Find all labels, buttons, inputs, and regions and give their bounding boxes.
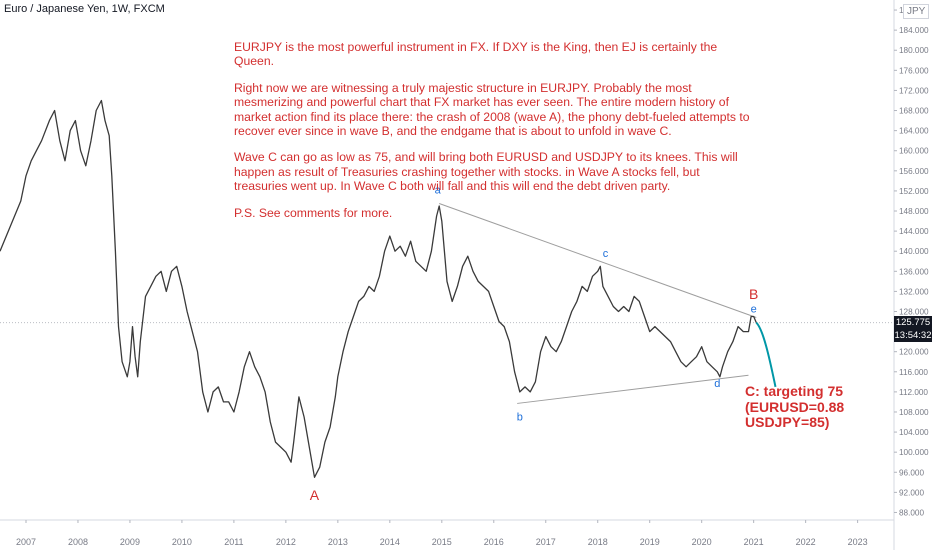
wave-label-a: a — [435, 184, 442, 196]
y-tick-label: 88.000 — [899, 508, 924, 517]
last-price-tag: 125.775 — [894, 315, 932, 329]
y-tick-label: 164.000 — [899, 127, 929, 136]
x-tick-label: 2010 — [172, 537, 192, 547]
wave-label-b: b — [517, 412, 523, 424]
y-tick-label: 104.000 — [899, 428, 929, 437]
annotation-paragraph: Right now we are witnessing a truly maje… — [234, 80, 750, 139]
x-tick-label: 2022 — [796, 537, 816, 547]
x-tick-label: 2016 — [484, 537, 504, 547]
target-line: C: targeting 75 — [745, 383, 844, 399]
x-tick-label: 2018 — [588, 537, 608, 547]
y-tick-label: 172.000 — [899, 86, 929, 95]
wave-label-A: A — [310, 487, 320, 503]
y-tick-label: 140.000 — [899, 247, 929, 256]
annotation-paragraph: EURJPY is the most powerful instrument i… — [234, 40, 718, 69]
trendlines — [439, 203, 757, 404]
y-tick-label: 112.000 — [899, 388, 928, 397]
y-tick-label: 96.000 — [899, 468, 924, 477]
wave-labels: A Ba b c d e — [310, 184, 759, 502]
y-tick-label: 176.000 — [899, 66, 929, 75]
y-tick-label: 152.000 — [899, 187, 929, 196]
y-tick-label: 156.000 — [899, 167, 929, 176]
x-tick-label: 2023 — [848, 537, 868, 547]
target-line: (EURUSD=0.88 — [745, 398, 845, 415]
x-tick-label: 2014 — [380, 537, 400, 547]
annotation-paragraph: Wave C can go as low as 75, and will bri… — [234, 150, 738, 194]
y-tick-label: 148.000 — [899, 207, 929, 216]
x-tick-label: 2015 — [432, 537, 452, 547]
wave-label-c: c — [603, 248, 609, 260]
wave-c-target-note: C: targeting 75 (EURUSD=0.88 USDJPY=85) — [745, 383, 845, 431]
y-tick-label: 100.000 — [899, 448, 929, 457]
x-tick-label: 2020 — [692, 537, 712, 547]
y-tick-label: 136.000 — [899, 267, 929, 276]
symbol-legend[interactable]: Euro / Japanese Yen, 1W, FXCM — [4, 3, 165, 15]
x-tick-label: 2017 — [536, 537, 556, 547]
annotation-paragraph: P.S. See comments for more. — [234, 205, 393, 220]
x-tick-label: 2012 — [276, 537, 296, 547]
wave-label-e: e — [751, 304, 757, 316]
y-tick-label: 160.000 — [899, 147, 929, 156]
analysis-text-block: EURJPY is the most powerful instrument i… — [234, 40, 754, 232]
x-tick-label: 2011 — [224, 537, 243, 547]
x-tick-label: 2019 — [640, 537, 660, 547]
y-tick-label: 116.000 — [899, 368, 928, 377]
x-tick-label: 2013 — [328, 537, 348, 547]
y-tick-label: 128.000 — [899, 307, 929, 316]
trendline — [439, 203, 757, 318]
wave-label-B: B — [749, 286, 758, 302]
trendline — [517, 374, 749, 404]
wave-label-d: d — [714, 378, 720, 390]
price-line — [0, 99, 757, 478]
wave-c-projection — [755, 321, 777, 388]
y-tick-label: 132.000 — [899, 287, 929, 296]
y-tick-label: 180.000 — [899, 46, 929, 55]
x-tick-label: 2021 — [744, 537, 764, 547]
y-tick-label: 168.000 — [899, 107, 929, 116]
y-tick-label: 120.000 — [899, 348, 929, 357]
price-series — [0, 99, 777, 478]
x-tick-label: 2009 — [120, 537, 140, 547]
bar-countdown-tag: 13:54:32 — [894, 328, 932, 342]
x-tick-label: 2007 — [16, 537, 36, 547]
y-tick-label: 108.000 — [899, 408, 929, 417]
price-axis-panel — [894, 0, 932, 550]
target-line: USDJPY=85) — [745, 414, 830, 430]
currency-badge[interactable]: JPY — [903, 4, 930, 19]
y-tick-label: 184.000 — [899, 26, 929, 35]
y-tick-label: 92.000 — [899, 488, 924, 497]
y-tick-label: 144.000 — [899, 227, 929, 236]
x-tick-label: 2008 — [68, 537, 88, 547]
